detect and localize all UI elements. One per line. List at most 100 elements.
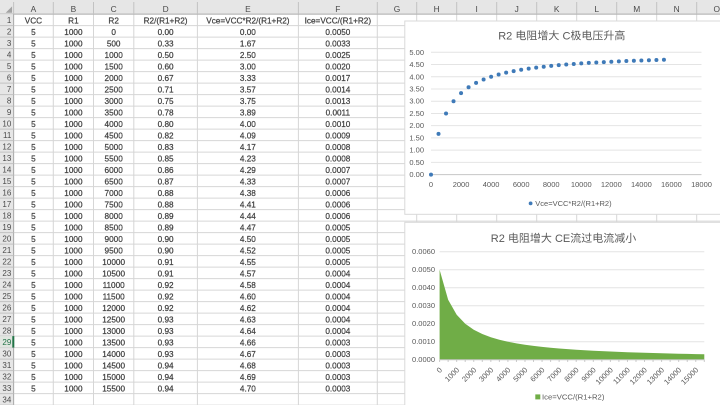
svg-text:33: 33	[2, 384, 11, 393]
svg-text:14000: 14000	[102, 350, 125, 359]
svg-text:34: 34	[2, 396, 11, 405]
svg-text:4.60: 4.60	[240, 292, 256, 301]
svg-text:0.0004: 0.0004	[325, 304, 350, 313]
svg-text:3.33: 3.33	[240, 74, 256, 83]
svg-text:13: 13	[2, 154, 11, 163]
svg-text:4.50: 4.50	[409, 60, 424, 69]
svg-text:7: 7	[7, 85, 12, 94]
svg-text:1000: 1000	[64, 62, 83, 71]
svg-text:3.75: 3.75	[240, 97, 256, 106]
svg-text:5.00: 5.00	[409, 48, 424, 57]
svg-text:17: 17	[2, 200, 11, 209]
svg-text:8: 8	[7, 97, 12, 106]
svg-text:0.0011: 0.0011	[326, 108, 351, 117]
svg-text:4000: 4000	[105, 120, 124, 129]
svg-text:4: 4	[7, 51, 12, 60]
svg-text:19: 19	[2, 223, 11, 232]
svg-text:0.67: 0.67	[158, 74, 174, 83]
svg-text:0.0006: 0.0006	[325, 212, 350, 221]
svg-text:4.57: 4.57	[240, 269, 256, 278]
svg-text:5: 5	[31, 177, 36, 186]
svg-text:4.33: 4.33	[240, 177, 256, 186]
svg-text:4.70: 4.70	[240, 384, 256, 393]
svg-text:0.0006: 0.0006	[325, 189, 350, 198]
svg-text:R2: R2	[108, 16, 119, 25]
svg-text:1000: 1000	[64, 361, 83, 370]
svg-text:0.0040: 0.0040	[412, 283, 435, 292]
svg-text:15000: 15000	[102, 373, 125, 382]
svg-text:11: 11	[3, 131, 12, 140]
svg-text:3500: 3500	[105, 108, 124, 117]
svg-text:0.0007: 0.0007	[325, 166, 350, 175]
svg-text:0.0008: 0.0008	[325, 154, 350, 163]
svg-text:27: 27	[2, 315, 11, 324]
svg-text:M: M	[633, 4, 640, 14]
svg-text:0.50: 0.50	[158, 51, 174, 60]
svg-text:32: 32	[2, 373, 11, 382]
svg-text:3.00: 3.00	[409, 97, 424, 106]
svg-text:16: 16	[2, 189, 11, 198]
svg-text:0.0013: 0.0013	[325, 97, 350, 106]
svg-text:5: 5	[31, 166, 36, 175]
svg-text:0.93: 0.93	[158, 350, 174, 359]
svg-text:4.38: 4.38	[240, 189, 256, 198]
svg-text:5: 5	[31, 74, 36, 83]
svg-text:5000: 5000	[105, 143, 124, 152]
svg-text:5: 5	[31, 292, 36, 301]
svg-text:0.89: 0.89	[158, 212, 174, 221]
svg-text:0.88: 0.88	[158, 200, 174, 209]
svg-text:0.0025: 0.0025	[325, 51, 350, 60]
svg-text:1000: 1000	[64, 384, 83, 393]
svg-text:0.0005: 0.0005	[325, 235, 350, 244]
svg-text:0.71: 0.71	[158, 85, 174, 94]
svg-text:0.90: 0.90	[158, 235, 174, 244]
svg-text:0.86: 0.86	[158, 166, 174, 175]
svg-text:1000: 1000	[64, 39, 83, 48]
svg-text:5: 5	[31, 373, 36, 382]
svg-text:12000: 12000	[601, 180, 622, 189]
svg-text:0.0003: 0.0003	[325, 373, 350, 382]
svg-text:3000: 3000	[105, 97, 124, 106]
svg-text:1000: 1000	[64, 292, 83, 301]
svg-text:10000: 10000	[571, 180, 592, 189]
svg-text:15: 15	[2, 177, 11, 186]
svg-text:7500: 7500	[105, 200, 124, 209]
svg-text:5: 5	[31, 258, 36, 267]
svg-text:5: 5	[31, 154, 36, 163]
svg-text:0.94: 0.94	[158, 373, 174, 382]
svg-text:5: 5	[31, 39, 36, 48]
svg-text:4.00: 4.00	[240, 120, 256, 129]
svg-text:4.62: 4.62	[240, 304, 256, 313]
svg-text:1000: 1000	[64, 269, 83, 278]
svg-text:VCC: VCC	[25, 16, 42, 25]
svg-text:2000: 2000	[453, 180, 470, 189]
svg-text:5: 5	[7, 62, 12, 71]
svg-text:5: 5	[31, 384, 36, 393]
svg-text:1000: 1000	[64, 304, 83, 313]
svg-text:9: 9	[7, 108, 12, 117]
svg-text:24: 24	[2, 281, 11, 290]
svg-text:4.64: 4.64	[240, 327, 256, 336]
svg-text:2.50: 2.50	[409, 109, 424, 118]
svg-text:3: 3	[7, 39, 12, 48]
svg-text:1000: 1000	[64, 281, 83, 290]
svg-text:0.91: 0.91	[158, 258, 174, 267]
svg-text:0.0050: 0.0050	[412, 265, 435, 274]
svg-text:500: 500	[107, 39, 121, 48]
svg-text:C: C	[111, 4, 117, 14]
svg-text:5: 5	[31, 143, 36, 152]
svg-text:D: D	[163, 4, 169, 14]
svg-text:0.0004: 0.0004	[325, 281, 350, 290]
svg-text:0.94: 0.94	[158, 361, 174, 370]
svg-text:1000: 1000	[64, 200, 83, 209]
svg-text:4.67: 4.67	[240, 350, 256, 359]
svg-text:1000: 1000	[64, 338, 83, 347]
svg-text:K: K	[554, 4, 560, 14]
svg-text:22: 22	[2, 258, 11, 267]
svg-text:29: 29	[2, 338, 11, 347]
svg-text:0.50: 0.50	[409, 158, 424, 167]
svg-text:R1: R1	[68, 16, 79, 25]
svg-text:0.0004: 0.0004	[325, 315, 350, 324]
svg-text:0.90: 0.90	[158, 246, 174, 255]
svg-text:0.0000: 0.0000	[412, 355, 435, 364]
